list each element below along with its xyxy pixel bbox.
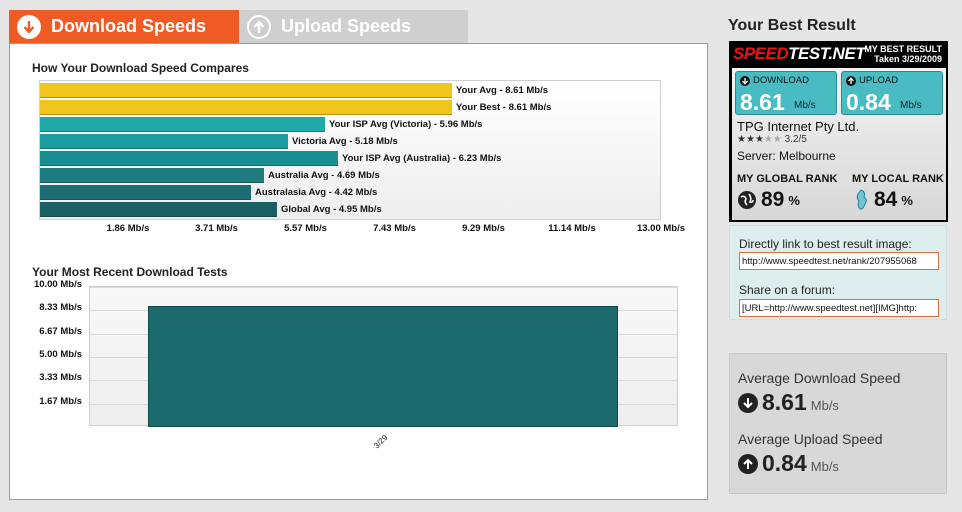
badge-caption-line1: MY BEST RESULT: [864, 44, 942, 54]
download-speeds-panel: How Your Download Speed Compares Your Av…: [9, 43, 708, 500]
upload-arrow-icon: [738, 453, 758, 474]
compare-x-tick: 3.71 Mb/s: [195, 223, 238, 234]
local-rank: 84%: [854, 188, 913, 212]
arrow-down-icon: [17, 14, 41, 39]
avg-upload: 0.84 Mb/s: [738, 450, 839, 477]
compare-x-tick: 5.57 Mb/s: [284, 223, 327, 234]
rating-star: ★: [745, 134, 755, 145]
tab-upload-speeds[interactable]: Upload Speeds: [239, 10, 468, 43]
compare-x-tick: 13.00 Mb/s: [636, 223, 686, 234]
rating-star: ★: [737, 134, 746, 145]
recent-chart-title: Your Most Recent Download Tests: [32, 265, 228, 279]
badge-download-value: 8.61: [740, 89, 785, 115]
global-rank: 89%: [737, 188, 800, 212]
best-result-badge[interactable]: SPEEDTEST.NET MY BEST RESULT Taken 3/29/…: [729, 41, 948, 222]
recent-y-tick: 8.33 Mb/s: [39, 302, 82, 314]
recent-bar: [148, 306, 618, 427]
compare-x-tick: 7.43 Mb/s: [373, 223, 416, 234]
badge-caption: MY BEST RESULT Taken 3/29/2009: [864, 44, 942, 64]
download-arrow-icon: [738, 392, 758, 413]
avg-upload-unit: Mb/s: [810, 459, 839, 474]
avg-upload-value: 0.84: [762, 450, 807, 476]
recent-x-tick: 3/29: [372, 432, 390, 451]
speedtest-logo: SPEEDTEST.NET: [733, 44, 866, 63]
compare-bar: [40, 151, 338, 166]
tab-upload-label: Upload Speeds: [281, 16, 412, 36]
recent-y-tick: 3.33 Mb/s: [39, 372, 82, 384]
compare-chart-area: Your Avg - 8.61 Mb/s Your Best - 8.61 Mb/…: [39, 80, 661, 220]
compare-bar-label: Your Best - 8.61 Mb/s: [456, 102, 552, 113]
compare-x-tick: 11.14 Mb/s: [548, 223, 596, 234]
recent-y-tick: 5.00 Mb/s: [39, 349, 82, 360]
best-result-title: Your Best Result: [728, 17, 856, 34]
compare-bar-label: Global Avg - 4.95 Mb/s: [281, 204, 382, 215]
upload-arrow-icon: [846, 75, 856, 86]
badge-upload-label: UPLOAD: [859, 75, 899, 86]
server-name: Server: Melbourne: [737, 149, 836, 163]
global-rank-value: 89: [761, 188, 785, 211]
recent-y-tick: 1.67 Mb/s: [39, 395, 82, 407]
compare-bar-label: Australia Avg - 4.69 Mb/s: [268, 170, 380, 181]
badge-download-label: DOWNLOAD: [753, 75, 809, 86]
compare-bar-label: Your ISP Avg (Victoria) - 5.96 Mb/s: [329, 119, 483, 130]
rating-value: 3.2/5: [784, 134, 807, 145]
isp-rating: ★★★★★ 3.2/5: [737, 134, 807, 145]
rating-star: ★: [754, 134, 764, 145]
compare-bar: [40, 100, 452, 115]
badge-download-unit: Mb/s: [794, 100, 816, 111]
compare-bar-label: Your ISP Avg (Australia) - 6.23 Mb/s: [342, 153, 502, 164]
compare-bar: [40, 185, 251, 200]
avg-download-label: Average Download Speed: [738, 370, 901, 386]
forum-code-field[interactable]: [739, 299, 939, 317]
badge-upload-value: 0.84: [846, 89, 891, 115]
recent-grid-line: [90, 287, 677, 288]
badge-upload-box: UPLOAD 0.84 Mb/s: [841, 71, 943, 115]
rating-stars: ★★★★★: [737, 134, 782, 145]
download-arrow-icon: [740, 75, 750, 86]
region-map-icon: [856, 189, 867, 210]
rating-star: ★: [763, 134, 773, 145]
avg-upload-label: Average Upload Speed: [738, 431, 883, 447]
badge-upload-unit: Mb/s: [900, 100, 922, 111]
forum-label: Share on a forum:: [739, 283, 836, 297]
arrow-up-icon: [247, 14, 271, 39]
compare-x-tick: 9.29 Mb/s: [462, 223, 505, 234]
recent-chart-area: [89, 286, 678, 427]
compare-chart-title: How Your Download Speed Compares: [32, 61, 249, 75]
global-rank-label: MY GLOBAL RANK: [737, 173, 838, 185]
local-rank-label: MY LOCAL RANK: [852, 173, 944, 185]
badge-download-box: DOWNLOAD 8.61 Mb/s: [735, 71, 837, 115]
compare-x-tick: 1.86 Mb/s: [106, 223, 150, 234]
compare-bar: [40, 168, 264, 183]
tab-download-label: Download Speeds: [51, 16, 207, 36]
compare-bar-label: Your Avg - 8.61 Mb/s: [456, 85, 549, 96]
tab-download-speeds[interactable]: Download Speeds: [9, 10, 239, 43]
local-rank-value: 84: [874, 188, 898, 211]
compare-bar: [40, 202, 277, 217]
averages-box: Average Download Speed 8.61 Mb/s Average…: [729, 353, 947, 494]
result-link-field[interactable]: [739, 252, 939, 270]
compare-bar-label: Victoria Avg - 5.18 Mb/s: [292, 136, 398, 147]
avg-download-unit: Mb/s: [810, 398, 839, 413]
share-box: Directly link to best result image: Shar…: [729, 225, 947, 320]
compare-bar: [40, 134, 288, 149]
badge-caption-line2: Taken 3/29/2009: [874, 54, 942, 64]
isp-name: TPG Internet Pty Ltd.: [737, 119, 860, 134]
recent-y-tick: 6.67 Mb/s: [39, 325, 82, 337]
recent-y-tick: 10.00 Mb/s: [33, 279, 82, 290]
avg-download: 8.61 Mb/s: [738, 389, 839, 416]
rating-star: ★: [772, 134, 782, 145]
compare-bar: [40, 117, 325, 132]
compare-bar-label: Australasia Avg - 4.42 Mb/s: [255, 187, 378, 198]
globe-icon: [738, 191, 756, 209]
compare-bar: [40, 83, 452, 98]
avg-download-value: 8.61: [762, 389, 807, 415]
link-label: Directly link to best result image:: [739, 237, 912, 251]
